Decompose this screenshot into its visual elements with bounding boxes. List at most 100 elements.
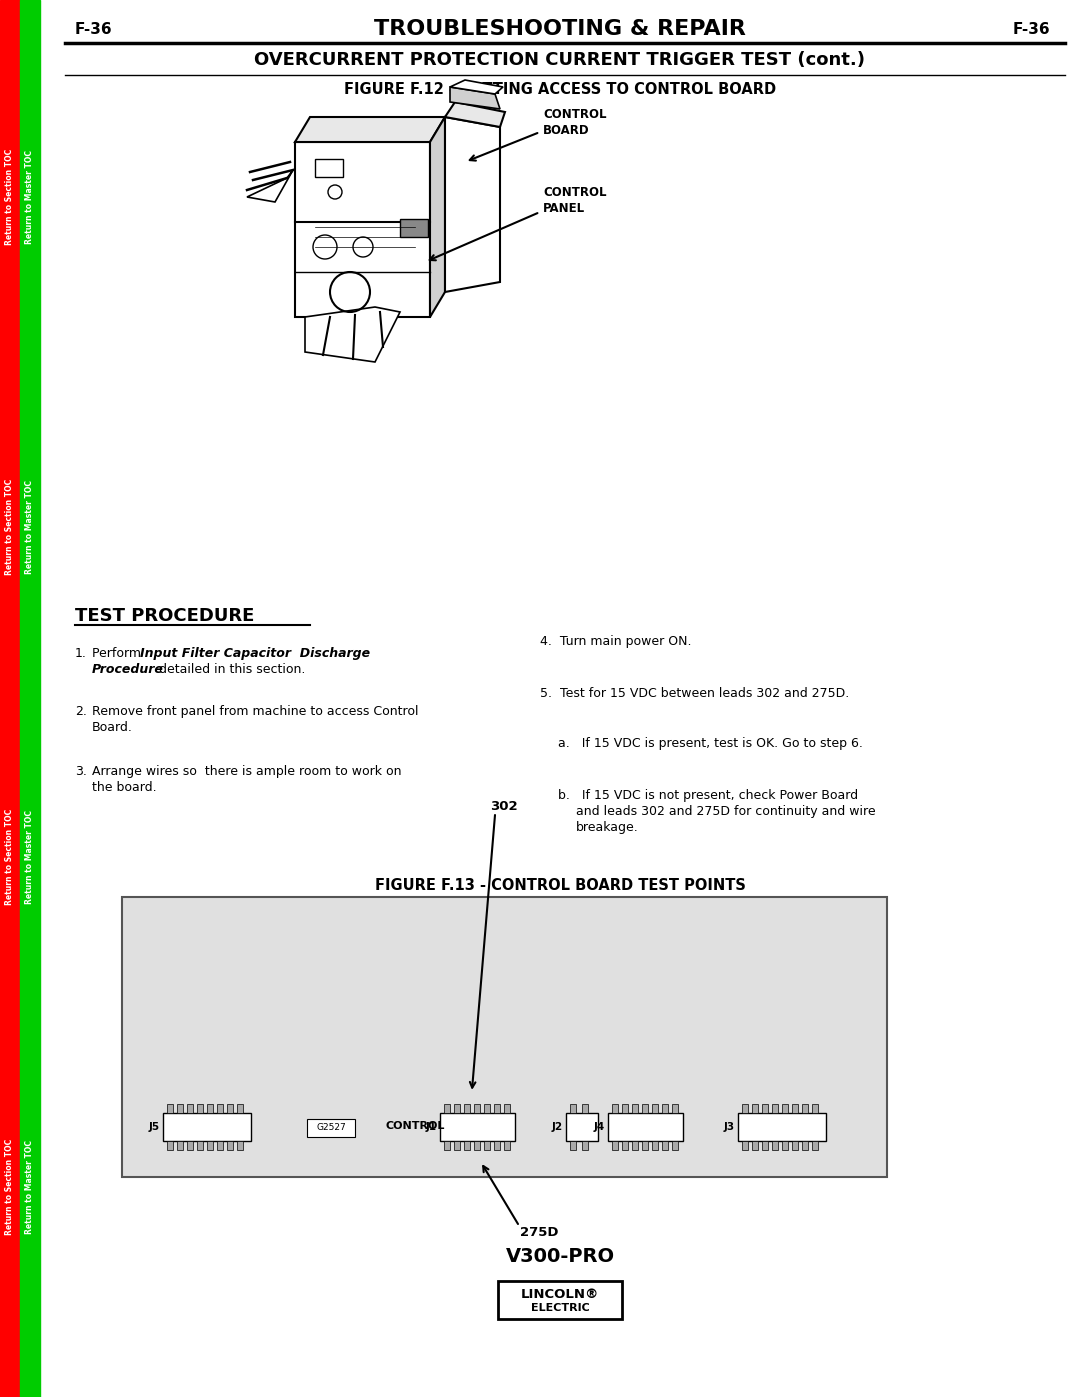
Text: CONTROL
PANEL: CONTROL PANEL <box>543 186 607 215</box>
Bar <box>227 1104 233 1113</box>
Text: G2527: G2527 <box>316 1123 346 1132</box>
Bar <box>167 1104 173 1113</box>
Bar <box>792 1141 798 1150</box>
Text: FIGURE F.12 - GETTING ACCESS TO CONTROL BOARD: FIGURE F.12 - GETTING ACCESS TO CONTROL … <box>343 81 777 96</box>
Bar <box>621 1104 627 1113</box>
Bar <box>672 1141 677 1150</box>
Text: Return to Section TOC: Return to Section TOC <box>5 149 14 244</box>
Bar <box>217 1104 222 1113</box>
Text: F-36: F-36 <box>75 21 112 36</box>
Text: Perform: Perform <box>92 647 149 659</box>
Bar <box>503 1104 510 1113</box>
Polygon shape <box>247 170 293 203</box>
Text: Return to Master TOC: Return to Master TOC <box>26 810 35 904</box>
Bar <box>237 1141 243 1150</box>
Text: 5.  Test for 15 VDC between leads 302 and 275D.: 5. Test for 15 VDC between leads 302 and… <box>540 687 849 700</box>
Text: Return to Section TOC: Return to Section TOC <box>5 809 14 905</box>
Bar <box>494 1104 499 1113</box>
Text: Board.: Board. <box>92 721 133 733</box>
Bar <box>454 1141 459 1150</box>
Bar <box>207 1104 213 1113</box>
Bar <box>738 1113 826 1141</box>
Text: 2.: 2. <box>75 705 86 718</box>
Bar <box>473 1141 480 1150</box>
Bar <box>177 1104 183 1113</box>
Text: and leads 302 and 275D for continuity and wire: and leads 302 and 275D for continuity an… <box>576 805 876 819</box>
Bar <box>566 1113 598 1141</box>
Text: ELECTRIC: ELECTRIC <box>530 1303 590 1313</box>
Polygon shape <box>450 87 500 109</box>
Polygon shape <box>450 80 503 94</box>
Bar <box>661 1141 667 1150</box>
Text: J2: J2 <box>552 1122 563 1132</box>
Bar <box>792 1104 798 1113</box>
Text: 275D: 275D <box>519 1225 558 1239</box>
Text: J4: J4 <box>593 1122 605 1132</box>
Text: OVERCURRENT PROTECTION CURRENT TRIGGER TEST (cont.): OVERCURRENT PROTECTION CURRENT TRIGGER T… <box>255 52 865 68</box>
Text: Remove front panel from machine to access Control: Remove front panel from machine to acces… <box>92 705 419 718</box>
Text: FIGURE F.13 - CONTROL BOARD TEST POINTS: FIGURE F.13 - CONTROL BOARD TEST POINTS <box>375 877 745 893</box>
Bar <box>632 1104 637 1113</box>
Bar <box>21 0 40 1397</box>
Text: the board.: the board. <box>92 781 157 793</box>
Text: a.   If 15 VDC is present, test is OK. Go to step 6.: a. If 15 VDC is present, test is OK. Go … <box>558 738 863 750</box>
Bar <box>812 1141 818 1150</box>
Bar <box>0 0 21 1397</box>
Text: LINCOLN®: LINCOLN® <box>521 1288 599 1301</box>
Bar <box>503 1141 510 1150</box>
Text: 302: 302 <box>490 800 517 813</box>
Bar <box>197 1104 203 1113</box>
Bar <box>772 1141 778 1150</box>
Bar <box>122 897 887 1178</box>
Polygon shape <box>295 142 430 317</box>
Bar <box>498 1281 622 1319</box>
Text: Input Filter Capacitor  Discharge: Input Filter Capacitor Discharge <box>140 647 370 659</box>
Bar <box>772 1104 778 1113</box>
Text: 4.  Turn main power ON.: 4. Turn main power ON. <box>540 636 691 648</box>
Bar <box>642 1104 648 1113</box>
Bar <box>661 1104 667 1113</box>
Bar <box>227 1141 233 1150</box>
Bar <box>762 1104 768 1113</box>
Bar <box>177 1141 183 1150</box>
Bar <box>782 1141 788 1150</box>
Bar <box>621 1141 627 1150</box>
Bar <box>672 1104 677 1113</box>
Text: b.   If 15 VDC is not present, check Power Board: b. If 15 VDC is not present, check Power… <box>558 789 859 802</box>
Bar <box>207 1141 213 1150</box>
Text: Arrange wires so  there is ample room to work on: Arrange wires so there is ample room to … <box>92 766 402 778</box>
Bar <box>473 1104 480 1113</box>
Text: CONTROL: CONTROL <box>384 1120 444 1132</box>
Bar <box>812 1104 818 1113</box>
Bar <box>611 1104 618 1113</box>
Bar <box>642 1141 648 1150</box>
Text: breakage.: breakage. <box>576 821 638 834</box>
Bar <box>752 1104 758 1113</box>
Text: 3.: 3. <box>75 766 86 778</box>
Text: F-36: F-36 <box>1012 21 1050 36</box>
Bar <box>570 1141 576 1150</box>
Text: Return to Master TOC: Return to Master TOC <box>26 481 35 574</box>
Text: Return to Master TOC: Return to Master TOC <box>26 1140 35 1234</box>
Bar <box>607 1113 683 1141</box>
Bar <box>752 1141 758 1150</box>
Text: CONTROL
BOARD: CONTROL BOARD <box>543 108 607 137</box>
Text: V300-PRO: V300-PRO <box>505 1248 615 1267</box>
Bar <box>315 159 343 177</box>
Bar <box>440 1113 514 1141</box>
Bar <box>484 1104 489 1113</box>
Bar <box>444 1104 449 1113</box>
Polygon shape <box>445 102 505 127</box>
Text: Return to Section TOC: Return to Section TOC <box>5 1139 14 1235</box>
Polygon shape <box>430 117 445 317</box>
Bar <box>782 1104 788 1113</box>
Bar <box>651 1141 658 1150</box>
Text: TEST PROCEDURE: TEST PROCEDURE <box>75 608 255 624</box>
Polygon shape <box>445 117 500 292</box>
Bar <box>187 1104 193 1113</box>
Bar <box>611 1141 618 1150</box>
Bar <box>632 1141 637 1150</box>
Bar <box>187 1141 193 1150</box>
Text: 1.: 1. <box>75 647 86 659</box>
Bar <box>484 1141 489 1150</box>
